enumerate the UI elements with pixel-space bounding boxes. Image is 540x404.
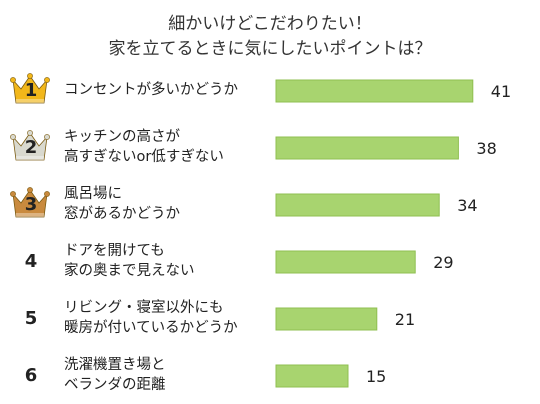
category-label-line2: 高すぎないor低すぎない xyxy=(64,149,224,165)
bar xyxy=(275,193,440,217)
category-label: 風呂場に窓があるかどうか xyxy=(64,184,274,224)
gold-crown-icon xyxy=(10,71,50,107)
rank-number: 5 xyxy=(24,308,38,329)
rank-number: 3 xyxy=(24,194,38,215)
ranking-row: 5 リビング・寝室以外にも 暖房が付いているかどうか xyxy=(0,291,540,347)
chart-title-line2: 家を立てるときに気にしたいポイントは？ xyxy=(108,39,432,59)
bar-value-label: 34 xyxy=(457,196,477,215)
bar xyxy=(275,307,378,331)
rank-number: 6 xyxy=(24,365,38,386)
category-label: 洗濯機置き場と ベランダの距離 xyxy=(64,355,274,395)
bar xyxy=(275,364,349,388)
bar xyxy=(275,250,416,274)
ranking-row: 6 洗濯機置き場と ベランダの距離 xyxy=(0,348,540,404)
bar-value-label: 15 xyxy=(366,367,386,386)
bar-value-label: 38 xyxy=(476,139,496,158)
rank-number: 2 xyxy=(24,137,38,158)
category-label-line1: 洗濯機置き場と xyxy=(64,357,166,373)
ranking-row: 2 キッチンの高さが高すぎないor低すぎない xyxy=(0,120,540,176)
rank-number: 1 xyxy=(24,80,38,101)
category-label-line1: キッチンの高さが xyxy=(64,129,180,145)
rank-number: 4 xyxy=(24,251,38,272)
category-label-line1: 風呂場に xyxy=(64,186,122,202)
bronze-crown-icon xyxy=(10,185,50,221)
category-label-line1: コンセントが多いかどうか xyxy=(64,82,238,98)
bar xyxy=(275,79,474,103)
category-label-line2: 暖房が付いているかどうか xyxy=(64,320,238,336)
ranking-row: 1 コンセントが多いかどうか xyxy=(0,63,540,119)
category-label-line2: ベランダの距離 xyxy=(64,377,166,393)
ranking-row: 4 ドアを開けても家の奥まで見えない xyxy=(0,234,540,290)
category-label: リビング・寝室以外にも 暖房が付いているかどうか xyxy=(64,298,274,338)
category-label: ドアを開けても家の奥まで見えない xyxy=(64,241,274,281)
bar-value-label: 29 xyxy=(433,253,453,272)
category-label-line2: 窓があるかどうか xyxy=(64,206,180,222)
bar-value-label: 21 xyxy=(395,310,415,329)
silver-crown-icon xyxy=(10,128,50,164)
category-label: キッチンの高さが高すぎないor低すぎない xyxy=(64,127,274,167)
ranking-row: 3 風呂場に窓があるかどうか xyxy=(0,177,540,233)
category-label: コンセントが多いかどうか xyxy=(64,80,274,100)
bar-value-label: 41 xyxy=(491,82,511,101)
bar xyxy=(275,136,459,160)
chart-title-line1: 細かいけどこだわりたい！ xyxy=(168,14,372,34)
category-label-line2: 家の奥まで見えない xyxy=(64,263,195,279)
category-label-line1: リビング・寝室以外にも xyxy=(64,300,224,316)
category-label-line1: ドアを開けても xyxy=(64,243,165,259)
